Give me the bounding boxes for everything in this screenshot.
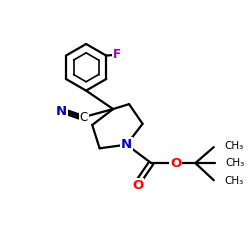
Text: N: N — [56, 105, 67, 118]
Text: F: F — [112, 48, 120, 61]
Text: C: C — [80, 111, 88, 124]
Text: CH₃: CH₃ — [224, 141, 243, 151]
Text: O: O — [170, 156, 181, 170]
Text: O: O — [132, 179, 143, 192]
Text: N: N — [121, 138, 132, 151]
Text: CH₃: CH₃ — [224, 176, 243, 186]
Text: CH₃: CH₃ — [225, 158, 244, 168]
